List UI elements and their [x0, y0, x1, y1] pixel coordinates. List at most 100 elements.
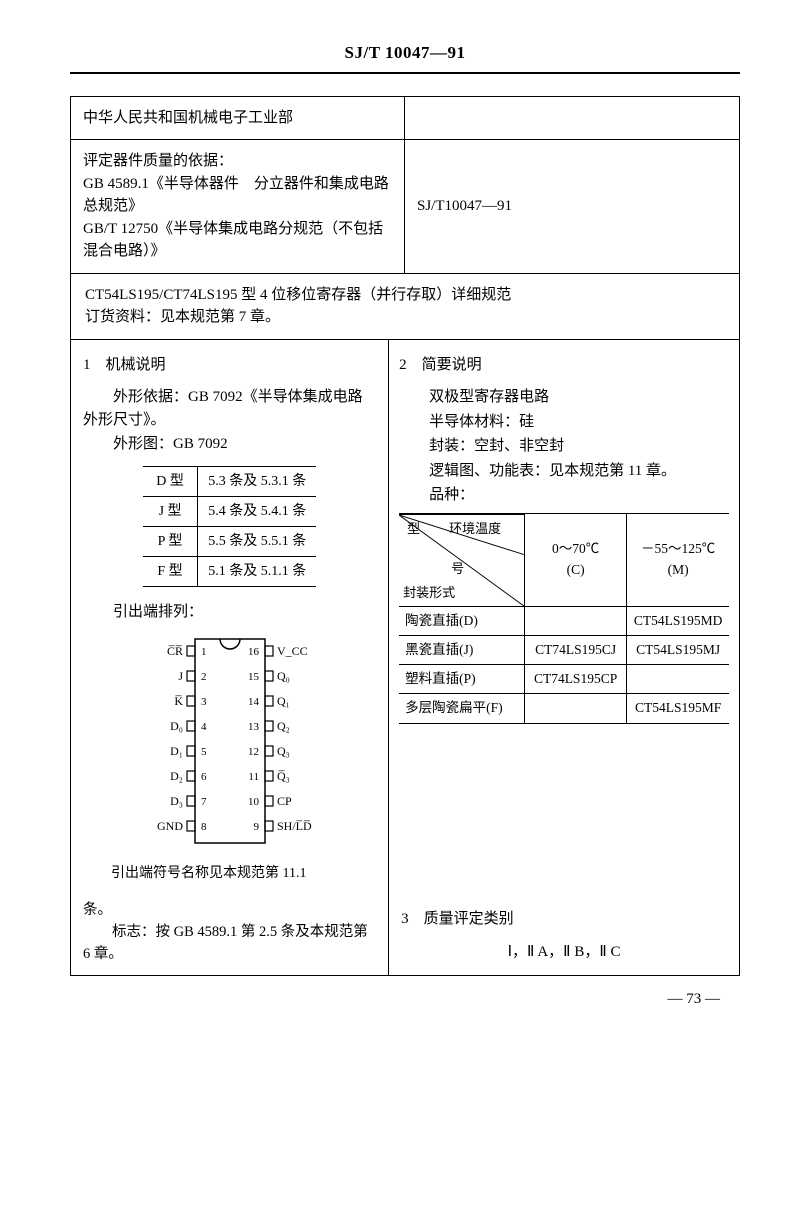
clause-cell: 5.1 条及 5.1.1 条 — [198, 556, 317, 586]
svg-text:Q₀: Q₀ — [277, 669, 290, 683]
svg-text:GND: GND — [157, 819, 183, 833]
clause-cell: 5.5 条及 5.5.1 条 — [198, 526, 317, 556]
pkg-col-c: 0～70℃ (C) — [524, 513, 626, 606]
svg-text:Q̅₃: Q̅₃ — [277, 769, 290, 783]
pkg-table-row: 陶瓷直插(D) CT54LS195MD — [399, 606, 729, 635]
svg-text:J: J — [178, 669, 183, 683]
svg-text:12: 12 — [248, 746, 259, 758]
product-title-row: CT54LS195/CT74LS195 型 4 位移位寄存器（并行存取）详细规范… — [71, 274, 739, 340]
outline-type-table: D 型5.3 条及 5.3.1 条J 型5.4 条及 5.4.1 条P 型5.5… — [143, 466, 317, 587]
svg-text:CP: CP — [277, 794, 292, 808]
chip-pinout-diagram: 1C̅R̅16V_CC2J15Q₀3K̅14Q₁4D₀13Q₂5D₁12Q₃6D… — [83, 631, 376, 851]
issuer-text: 中华人民共和国机械电子工业部 — [83, 110, 293, 126]
svg-text:4: 4 — [201, 721, 207, 733]
svg-text:7: 7 — [201, 796, 207, 808]
svg-text:13: 13 — [248, 721, 260, 733]
blank-cell — [405, 97, 739, 141]
section-1-continued: 条。 标志：按 GB 4589.1 第 2.5 条及本规范第 6 章。 — [71, 896, 389, 975]
section-2-column: 2 简要说明 双极型寄存器电路半导体材料：硅封装：空封、非空封逻辑图、功能表：见… — [389, 340, 739, 897]
sec1-marking: 标志：按 GB 4589.1 第 2.5 条及本规范第 6 章。 — [83, 922, 376, 966]
type-cell: P 型 — [143, 526, 198, 556]
basis-line3: GB/T 12750《半导体集成电路分规范（不包括混合电路）》 — [83, 218, 392, 263]
svg-text:16: 16 — [248, 646, 260, 658]
svg-text:8: 8 — [201, 821, 207, 833]
spec-num-text: SJ/T10047—91 — [417, 195, 512, 218]
type-table-row: D 型5.3 条及 5.3.1 条 — [143, 466, 317, 496]
document-id-header: SJ/T 10047—91 — [70, 40, 740, 74]
svg-text:C̅R̅: C̅R̅ — [167, 644, 183, 658]
pkg-m-cell — [627, 665, 729, 694]
pkg-label-cell: 塑料直插(P) — [399, 665, 524, 694]
sec1-pin-note-a: 引出端符号名称见本规范第 11.1 — [83, 863, 376, 884]
section-1-title: 1 机械说明 — [83, 354, 376, 377]
sec2-line: 封装：空封、非空封 — [399, 435, 729, 458]
section-3-body: Ⅰ，Ⅱ A，Ⅱ B，Ⅱ C — [401, 941, 727, 964]
pkg-label-cell: 黑瓷直插(J) — [399, 635, 524, 664]
svg-text:SH/L̅D̅: SH/L̅D̅ — [277, 819, 312, 833]
diag-label-pkg: 封装形式 — [403, 583, 455, 603]
product-title-line2: 订货资料：见本规范第 7 章。 — [85, 306, 725, 329]
pkg-label-cell: 陶瓷直插(D) — [399, 606, 524, 635]
section-3-title: 3 质量评定类别 — [401, 908, 727, 931]
col-c-line2: (C) — [529, 560, 622, 580]
sec2-line: 品种： — [399, 484, 729, 507]
diag-label-temp: 环境温度 — [449, 519, 501, 539]
sec1-outline-fig: 外形图：GB 7092 — [83, 433, 376, 456]
main-body: 1 机械说明 外形依据：GB 7092《半导体集成电路外形尺寸》。 外形图：GB… — [71, 340, 739, 897]
page-number: — 73 — — [70, 976, 740, 1011]
svg-text:Q₂: Q₂ — [277, 719, 290, 733]
pkg-col-m: －55～125℃ (M) — [627, 513, 729, 606]
svg-text:10: 10 — [248, 796, 260, 808]
svg-text:1: 1 — [201, 646, 207, 658]
type-cell: J 型 — [143, 496, 198, 526]
content-frame: 中华人民共和国机械电子工业部 评定器件质量的依据： GB 4589.1《半导体器… — [70, 96, 740, 977]
pkg-c-cell — [524, 606, 626, 635]
type-table-row: F 型5.1 条及 5.1.1 条 — [143, 556, 317, 586]
chip-svg: 1C̅R̅16V_CC2J15Q₀3K̅14Q₁4D₀13Q₂5D₁12Q₃6D… — [125, 631, 335, 851]
pkg-c-cell — [524, 694, 626, 723]
svg-text:11: 11 — [248, 771, 259, 783]
type-table-row: P 型5.5 条及 5.5.1 条 — [143, 526, 317, 556]
svg-text:15: 15 — [248, 671, 260, 683]
svg-text:3: 3 — [201, 696, 207, 708]
product-title-line1: CT54LS195/CT74LS195 型 4 位移位寄存器（并行存取）详细规范 — [85, 284, 725, 307]
pkg-m-cell: CT54LS195MJ — [627, 635, 729, 664]
pkg-table-row: 多层陶瓷扁平(F) CT54LS195MF — [399, 694, 729, 723]
sec1-outline-basis: 外形依据：GB 7092《半导体集成电路外形尺寸》。 — [83, 386, 376, 431]
svg-text:D₁: D₁ — [170, 744, 183, 758]
col-m-line2: (M) — [631, 560, 725, 580]
pkg-diag-header: 型 环境温度 号 封装形式 — [399, 513, 524, 606]
basis-cell: 评定器件质量的依据： GB 4589.1《半导体器件 分立器件和集成电路总规范》… — [71, 140, 405, 274]
svg-text:D₀: D₀ — [170, 719, 183, 733]
svg-text:5: 5 — [201, 746, 207, 758]
pkg-c-cell: CT74LS195CJ — [524, 635, 626, 664]
svg-text:9: 9 — [253, 821, 259, 833]
basis-line1: 评定器件质量的依据： — [83, 150, 392, 173]
type-cell: F 型 — [143, 556, 198, 586]
section-3: 3 质量评定类别 Ⅰ，Ⅱ A，Ⅱ B，Ⅱ C — [389, 896, 739, 975]
svg-text:V_CC: V_CC — [277, 644, 308, 658]
sec2-line: 半导体材料：硅 — [399, 411, 729, 434]
package-table: 型 环境温度 号 封装形式 0～70℃ (C) －55～125℃ — [399, 513, 729, 724]
svg-text:D₃: D₃ — [170, 794, 183, 808]
pkg-m-cell: CT54LS195MF — [627, 694, 729, 723]
section-2-body: 双极型寄存器电路半导体材料：硅封装：空封、非空封逻辑图、功能表：见本规范第 11… — [399, 386, 729, 507]
type-cell: D 型 — [143, 466, 198, 496]
spec-num-cell: SJ/T10047—91 — [405, 140, 739, 274]
issuer-cell: 中华人民共和国机械电子工业部 — [71, 97, 405, 141]
type-table-row: J 型5.4 条及 5.4.1 条 — [143, 496, 317, 526]
diag-label-model: 号 — [451, 559, 464, 579]
pinout-label: 引出端排列： — [83, 601, 376, 624]
svg-text:K̅: K̅ — [174, 694, 183, 708]
svg-text:6: 6 — [201, 771, 207, 783]
col-c-line1: 0～70℃ — [529, 539, 622, 559]
sec1-pin-note-b: 条。 — [83, 900, 376, 922]
sec2-line: 双极型寄存器电路 — [399, 386, 729, 409]
clause-cell: 5.4 条及 5.4.1 条 — [198, 496, 317, 526]
pkg-label-cell: 多层陶瓷扁平(F) — [399, 694, 524, 723]
header-grid: 中华人民共和国机械电子工业部 评定器件质量的依据： GB 4589.1《半导体器… — [71, 97, 739, 274]
page: SJ/T 10047—91 中华人民共和国机械电子工业部 评定器件质量的依据： … — [0, 0, 800, 1041]
pkg-table-row: 塑料直插(P)CT74LS195CP — [399, 665, 729, 694]
svg-text:Q₁: Q₁ — [277, 694, 290, 708]
pkg-m-cell: CT54LS195MD — [627, 606, 729, 635]
